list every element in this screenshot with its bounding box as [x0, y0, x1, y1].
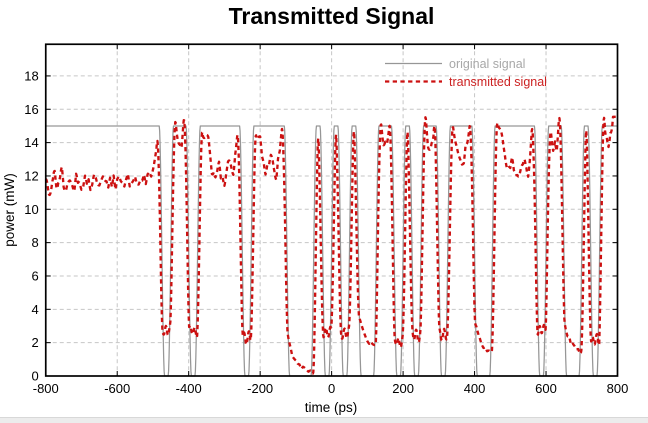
y-tick-label: 8: [32, 235, 39, 250]
x-tick-label: -200: [247, 381, 273, 396]
x-tick-label: -600: [104, 381, 130, 396]
y-tick-label: 6: [32, 268, 39, 283]
y-tick-label: 4: [32, 302, 39, 317]
x-tick-label: -800: [33, 381, 59, 396]
x-tick-label: 600: [535, 381, 557, 396]
x-axis-label: time (ps): [305, 400, 358, 415]
x-tick-label: 800: [607, 381, 629, 396]
y-tick-label: 18: [24, 68, 38, 83]
legend-label-transmitted: transmitted signal: [449, 75, 547, 89]
legend-label-original: original signal: [449, 57, 525, 71]
y-tick-label: 14: [24, 135, 38, 150]
original-signal-line: [45, 125, 618, 377]
x-tick-label: 400: [464, 381, 486, 396]
chart-title: Transmitted Signal: [228, 3, 435, 29]
plot-frame: [44, 43, 619, 377]
x-tick-label: -400: [176, 381, 202, 396]
y-tick-label: 0: [32, 369, 39, 384]
series-lines: [44, 115, 619, 377]
y-tick-label: 12: [24, 168, 38, 183]
x-tick-label: 200: [392, 381, 414, 396]
y-tick-label: 16: [24, 102, 38, 117]
y-tick-label: 2: [32, 335, 39, 350]
window-edge-strip: [0, 417, 648, 423]
axes-border: [44, 43, 619, 377]
tick-labels: -800 -600 -400 -200 0 200 400 600 800 0 2 4 6 8 10 12 14…: [24, 68, 628, 396]
y-axis-label: power (mW): [2, 173, 17, 247]
legend: original signal transmitted signal: [385, 57, 547, 89]
x-tick-label: 0: [328, 381, 335, 396]
y-tick-label: 10: [24, 202, 38, 217]
transmitted-signal-line: [44, 115, 619, 375]
